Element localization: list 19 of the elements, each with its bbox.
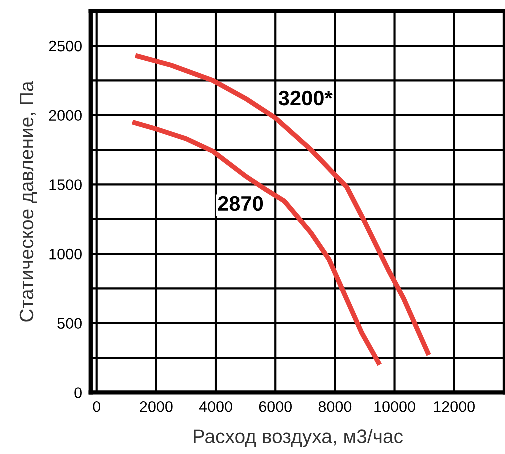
annotation: 2870 — [218, 196, 264, 212]
x-tick-label: 10000 — [374, 401, 416, 412]
y-tick-label: 2000 — [49, 110, 82, 122]
annotation: 3200* — [278, 90, 333, 106]
y-tick-label: 500 — [58, 318, 82, 330]
x-tick-label: 12000 — [434, 401, 475, 412]
line-series — [133, 53, 432, 358]
y-tick-label: 0 — [74, 388, 82, 398]
y-axis-title: Статическое давление, Па — [20, 81, 38, 322]
y-tick-label: 2500 — [49, 40, 82, 52]
line-series — [130, 120, 382, 368]
x-tick-label: 4000 — [199, 401, 232, 412]
y-tick-label: 1000 — [50, 248, 82, 260]
x-tick-label: 2000 — [140, 401, 173, 412]
x-tick-label: 6000 — [259, 401, 292, 412]
x-tick-label: 8000 — [318, 401, 352, 412]
x-axis-title: Расход воздуха, м3/час — [194, 429, 403, 448]
y-tick-label: 1500 — [50, 180, 82, 190]
x-tick-label: 0 — [93, 401, 101, 412]
